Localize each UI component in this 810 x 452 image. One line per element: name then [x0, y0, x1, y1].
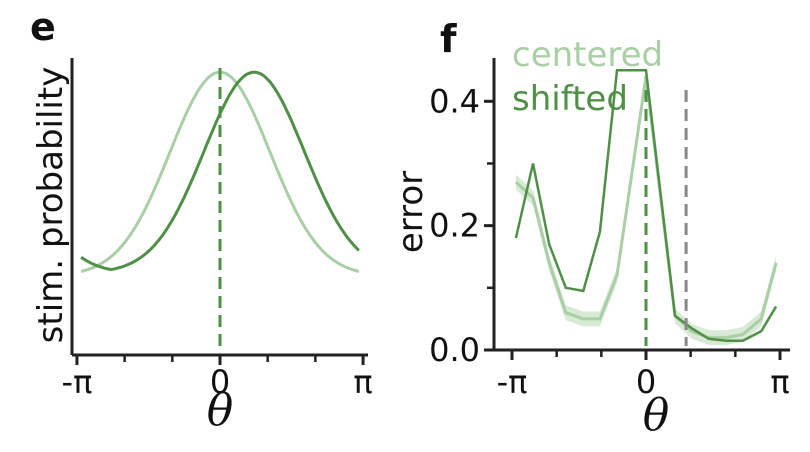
panel-f-x-tick-label-0: -π [497, 363, 528, 401]
legend-entry-shifted: shifted [512, 79, 628, 119]
panel-e-y-axis-label: stim. probability [31, 67, 71, 344]
panel-f-label: f [440, 17, 457, 61]
panel-f-y-tick-label-0: 0.0 [429, 331, 480, 369]
panel-f-axes [484, 58, 790, 360]
panel-f-x-tick-label-1: 0 [636, 363, 656, 401]
panel-e-axes [70, 58, 368, 365]
panel-e-x-tick-label-2: π [353, 363, 372, 401]
panel-e-x-axis-label: θ [207, 385, 234, 436]
panel-e: e stim. probability -π 0 π θ [30, 5, 373, 436]
panel-e-x-tick-labels: -π 0 π [62, 363, 373, 401]
panel-f-y-tick-label-2: 0.4 [429, 82, 480, 120]
panel-f-tick-labels: 0.0 0.2 0.4 -π 0 π [429, 82, 790, 401]
panel-e-label: e [30, 5, 56, 49]
panel-e-x-tick-label-0: -π [62, 363, 93, 401]
panel-f-legend: centered shifted [512, 35, 663, 119]
panel-f-plot-area [514, 68, 778, 346]
panel-f-y-tick-label-1: 0.2 [429, 207, 480, 245]
panel-f-x-tick-label-2: π [770, 363, 789, 401]
panel-f-x-axis-label: θ [643, 390, 670, 441]
panel-e-plot-area [80, 68, 360, 347]
legend-entry-centered: centered [512, 35, 663, 75]
panel-e-x-tick-label-1: 0 [210, 363, 230, 401]
panel-f: f error 0.0 0.2 0.4 -π 0 π centered shifted θ [391, 17, 790, 441]
panel-f-y-axis-label: error [391, 171, 431, 253]
series-line-shifted [514, 68, 778, 342]
